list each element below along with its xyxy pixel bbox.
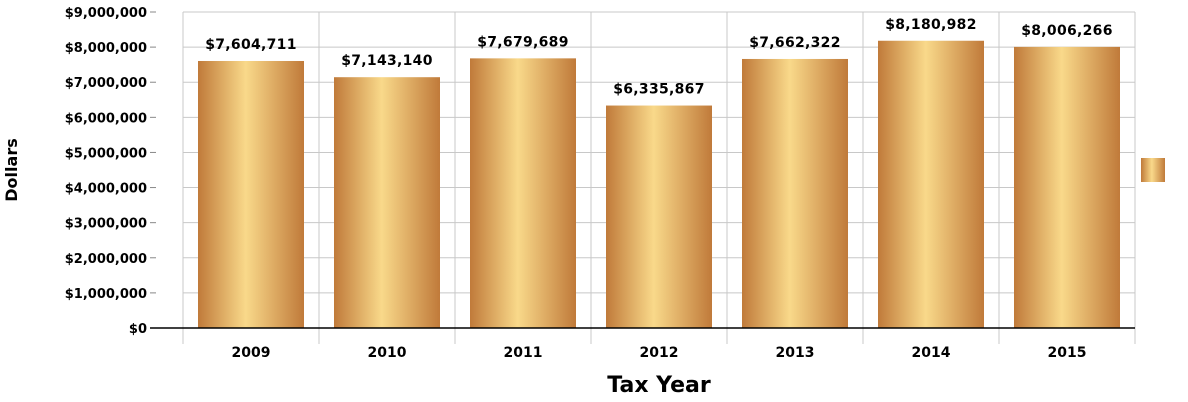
- bar: [606, 105, 712, 328]
- x-tick-label: 2014: [912, 345, 951, 361]
- y-tick-label: $4,000,000: [65, 182, 147, 197]
- bar-value-label: $7,662,322: [749, 35, 841, 51]
- y-tick-label: $3,000,000: [65, 217, 147, 232]
- y-tick-label: $5,000,000: [65, 146, 147, 161]
- bar-value-label: $7,143,140: [341, 53, 433, 69]
- legend-swatch: [1141, 158, 1165, 182]
- x-tick-label: 2013: [776, 345, 815, 361]
- x-tick-label: 2009: [232, 345, 271, 361]
- y-tick-label: $8,000,000: [65, 41, 147, 56]
- y-tick-label: $6,000,000: [65, 111, 147, 126]
- y-tick-label: $7,000,000: [65, 76, 147, 91]
- x-tick-label: 2012: [640, 345, 679, 361]
- y-tick-label: $2,000,000: [65, 252, 147, 267]
- bar-value-label: $8,006,266: [1021, 23, 1113, 39]
- x-tick-label: 2011: [504, 345, 543, 361]
- bar: [742, 58, 848, 329]
- y-tick-label: $0: [129, 322, 147, 337]
- bar: [470, 58, 576, 329]
- bar-value-label: $8,180,982: [885, 17, 977, 33]
- y-axis-title: Dollars: [2, 138, 21, 201]
- y-tick-label: $1,000,000: [65, 287, 147, 302]
- bar: [1014, 46, 1120, 328]
- bar-value-label: $6,335,867: [613, 82, 705, 98]
- x-tick-label: 2015: [1048, 345, 1087, 361]
- bar: [334, 77, 440, 329]
- bar-value-label: $7,604,711: [205, 37, 297, 53]
- bars: [198, 40, 1120, 329]
- bar: [198, 60, 304, 329]
- y-tick-label: $9,000,000: [65, 6, 147, 21]
- bar: [878, 40, 984, 329]
- x-axis-title: Tax Year: [607, 373, 711, 398]
- labels: $0 $1,000,000 $2,000,000 $3,000,000 $4,000,0…: [65, 6, 1113, 361]
- x-tick-label: 2010: [368, 345, 407, 361]
- axes: [150, 11, 1135, 329]
- bar-value-label: $7,679,689: [477, 34, 569, 50]
